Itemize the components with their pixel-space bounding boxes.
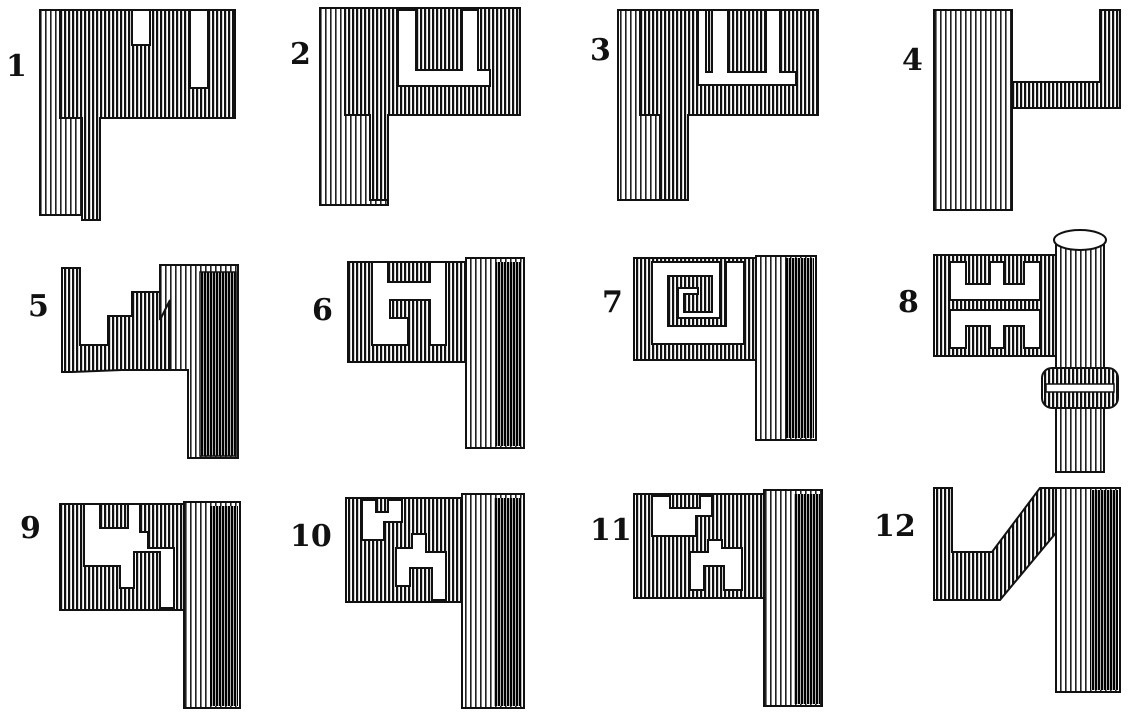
key-shank-dark-6 <box>496 262 522 446</box>
key-shank-dark-12 <box>1090 490 1118 690</box>
key-bit-figure-5 <box>61 264 239 459</box>
ward-cut-10 <box>361 499 447 601</box>
figure-number-9: 9 <box>20 511 41 546</box>
key-shank-dark-9 <box>210 506 238 706</box>
figure-number-12: 12 <box>874 509 916 544</box>
key-pipe-8 <box>1055 239 1105 473</box>
ward-cut-6 <box>371 261 447 346</box>
figure-number-2: 2 <box>290 37 311 72</box>
figure-number-5: 5 <box>28 289 49 324</box>
key-shank-dark-11 <box>794 494 820 704</box>
figure-number-4: 4 <box>902 43 923 78</box>
key-bit-figure-4 <box>933 9 1121 211</box>
ward-cut-7 <box>651 261 745 345</box>
key-bit-figure-6 <box>347 257 525 449</box>
key-bit-2 <box>344 7 521 201</box>
key-bit-12 <box>933 487 1061 601</box>
figure-number-6: 6 <box>312 293 333 328</box>
key-bit-figure-3 <box>617 9 819 201</box>
figure-number-8: 8 <box>898 285 919 320</box>
key-shank-dark-7 <box>786 258 814 438</box>
figure-number-10: 10 <box>290 519 332 554</box>
key-bit-figure-1 <box>39 9 236 221</box>
pipe-cap-8 <box>1053 229 1107 251</box>
key-bit-figure-9 <box>59 501 241 709</box>
figure-number-7: 7 <box>602 285 623 320</box>
key-bit-figure-11 <box>633 489 823 707</box>
pipe-collar-ring-8 <box>1045 383 1115 393</box>
key-bit-6 <box>347 261 473 363</box>
key-bit-figure-10 <box>345 493 525 709</box>
ward-cut-8 <box>949 261 1041 349</box>
key-shank-dark-10 <box>494 498 522 706</box>
key-bit-4 <box>1011 9 1121 109</box>
key-bit-figure-8 <box>933 229 1119 473</box>
key-bit-1 <box>59 9 236 221</box>
ward-cut-11 <box>651 495 743 591</box>
ward-cut-9 <box>83 503 175 609</box>
key-shank-dark-5 <box>199 271 237 457</box>
key-bit-figure-12 <box>933 487 1121 693</box>
figure-number-3: 3 <box>590 33 611 68</box>
key-bit-figure-7 <box>633 255 817 441</box>
figure-number-1: 1 <box>6 49 27 84</box>
figure-number-11: 11 <box>590 513 632 548</box>
ward-cut-3 <box>697 9 797 86</box>
ward-cut-2 <box>397 9 491 87</box>
key-bit-figure-2 <box>319 7 521 206</box>
key-shank-4 <box>933 9 1013 211</box>
